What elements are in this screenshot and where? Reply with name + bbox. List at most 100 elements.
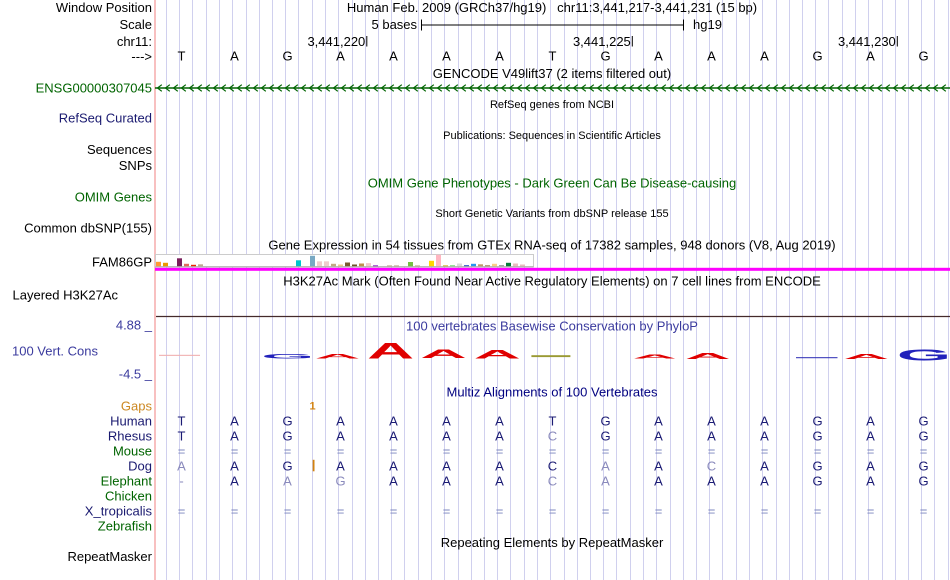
svg-text:A: A — [760, 414, 769, 429]
svg-text:A: A — [654, 49, 663, 64]
svg-text:A: A — [707, 474, 716, 489]
svg-text:Scale: Scale — [119, 17, 152, 32]
svg-text:Window Position: Window Position — [56, 0, 152, 15]
svg-text:Layered H3K27Ac: Layered H3K27Ac — [13, 288, 119, 303]
svg-text:=: = — [867, 444, 875, 459]
svg-text:G: G — [335, 474, 345, 489]
svg-text:G: G — [812, 49, 822, 64]
svg-text:4.88 _: 4.88 _ — [116, 318, 153, 333]
svg-text:H3K27Ac Mark (Often Found Near: H3K27Ac Mark (Often Found Near Active Re… — [283, 274, 821, 289]
svg-text:A: A — [336, 49, 345, 64]
svg-text:G: G — [282, 414, 292, 429]
svg-text:=: = — [761, 444, 769, 459]
svg-text:=: = — [708, 504, 716, 519]
svg-text:A: A — [866, 49, 875, 64]
svg-text:=: = — [337, 444, 345, 459]
svg-text:=: = — [443, 444, 451, 459]
svg-text:A: A — [442, 429, 451, 444]
svg-text:Sequences: Sequences — [87, 142, 153, 157]
svg-text:SNPs: SNPs — [119, 158, 153, 173]
svg-text:=: = — [655, 504, 663, 519]
svg-text:T: T — [549, 49, 557, 64]
svg-text:=: = — [602, 504, 610, 519]
svg-text:T: T — [549, 414, 557, 429]
svg-text:--->: ---> — [131, 49, 152, 64]
svg-text:A: A — [442, 414, 451, 429]
svg-text:A: A — [707, 414, 716, 429]
svg-text:=: = — [708, 444, 716, 459]
svg-text:A: A — [654, 414, 663, 429]
svg-text:A: A — [760, 49, 769, 64]
svg-text:RefSeq genes from NCBI: RefSeq genes from NCBI — [490, 99, 614, 111]
svg-text:A: A — [230, 49, 239, 64]
svg-text:C: C — [548, 429, 557, 444]
svg-text:=: = — [178, 444, 186, 459]
svg-text:X_tropicalis: X_tropicalis — [85, 504, 153, 519]
svg-text:1: 1 — [309, 401, 315, 413]
svg-text:G: G — [600, 429, 610, 444]
svg-text:G: G — [918, 429, 928, 444]
svg-text:=: = — [655, 444, 663, 459]
svg-text:=: = — [443, 504, 451, 519]
svg-text:3,441,225: 3,441,225 — [573, 34, 631, 49]
svg-text:=: = — [920, 444, 928, 459]
svg-text:=: = — [496, 504, 504, 519]
svg-text:=: = — [920, 504, 928, 519]
svg-text:=: = — [284, 504, 292, 519]
svg-text:G: G — [812, 459, 822, 474]
svg-text:Elephant: Elephant — [101, 474, 153, 489]
svg-text:Human: Human — [110, 414, 152, 429]
svg-text:A: A — [707, 49, 716, 64]
svg-text:=: = — [284, 444, 292, 459]
svg-text:A: A — [336, 414, 345, 429]
svg-text:A: A — [442, 459, 451, 474]
svg-text:A: A — [654, 429, 663, 444]
svg-text:A: A — [654, 474, 663, 489]
svg-text:T: T — [178, 414, 186, 429]
svg-text:C: C — [707, 459, 716, 474]
svg-text:C: C — [548, 474, 557, 489]
svg-text:A: A — [760, 429, 769, 444]
svg-text:T: T — [178, 429, 186, 444]
svg-text:3,441,220: 3,441,220 — [307, 34, 365, 49]
svg-text:A: A — [283, 474, 292, 489]
svg-text:A: A — [495, 459, 504, 474]
svg-text:A: A — [442, 474, 451, 489]
svg-text:Dog: Dog — [128, 459, 152, 474]
svg-text:=: = — [602, 444, 610, 459]
svg-text:Publications: Sequences in Sci: Publications: Sequences in Scientific Ar… — [443, 130, 661, 142]
svg-text:=: = — [867, 504, 875, 519]
svg-text:-4.5 _: -4.5 _ — [119, 367, 153, 382]
svg-text:=: = — [549, 444, 557, 459]
svg-text:A: A — [389, 474, 398, 489]
svg-text:G: G — [918, 474, 928, 489]
svg-text:=: = — [496, 444, 504, 459]
svg-text:A: A — [336, 459, 345, 474]
svg-text:G: G — [812, 474, 822, 489]
svg-text:hg19: hg19 — [693, 17, 722, 32]
svg-text:A: A — [866, 459, 875, 474]
svg-text:A: A — [315, 353, 361, 360]
svg-text:=: = — [761, 504, 769, 519]
svg-text:G: G — [918, 414, 928, 429]
svg-text:A: A — [495, 414, 504, 429]
svg-text:A: A — [707, 429, 716, 444]
svg-text:A: A — [367, 339, 414, 364]
svg-text:Repeating Elements by RepeatMa: Repeating Elements by RepeatMasker — [441, 535, 664, 550]
svg-text:Human Feb. 2009 (GRCh37/hg19): Human Feb. 2009 (GRCh37/hg19) chr11:3,44… — [347, 0, 757, 15]
svg-text:A: A — [442, 49, 451, 64]
svg-text:A: A — [760, 459, 769, 474]
svg-text:=: = — [337, 504, 345, 519]
svg-text:Mouse: Mouse — [113, 444, 152, 459]
svg-text:=: = — [549, 504, 557, 519]
svg-text:FAM86GP: FAM86GP — [92, 255, 152, 270]
svg-text:A: A — [230, 474, 239, 489]
svg-text:GENCODE V49lift37 (2 items fil: GENCODE V49lift37 (2 items filtered out) — [433, 66, 671, 81]
svg-text:3,441,230: 3,441,230 — [838, 34, 896, 49]
svg-text:A: A — [389, 429, 398, 444]
svg-text:A: A — [866, 474, 875, 489]
svg-text:A: A — [177, 459, 186, 474]
svg-text:A: A — [760, 474, 769, 489]
svg-text:OMIM Genes: OMIM Genes — [75, 190, 153, 205]
svg-text:5 bases: 5 bases — [372, 17, 418, 32]
